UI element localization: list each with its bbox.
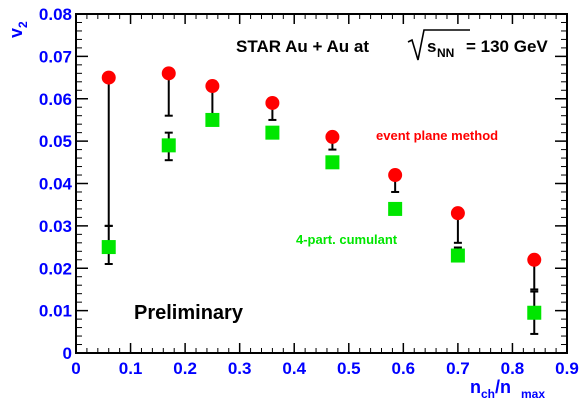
sqrt-symbol <box>407 29 470 61</box>
x-tick-label: 0.4 <box>282 359 306 378</box>
y-tick-label: 0.02 <box>39 259 72 278</box>
y-tick-label: 0.03 <box>39 217 72 236</box>
event-plane-point <box>265 95 280 110</box>
x-tick-label: 0 <box>71 359 80 378</box>
event-plane-point <box>161 66 176 81</box>
annotation-event-plane: event plane method <box>376 128 498 143</box>
event-plane-point <box>101 70 116 85</box>
y-tick-label: 0 <box>63 344 72 363</box>
y-tick-label: 0.07 <box>39 47 72 66</box>
cumulant-point <box>205 112 220 127</box>
y-tick-label: 0.01 <box>39 302 72 321</box>
event-plane-point <box>527 252 542 267</box>
cumulant-point <box>388 201 403 216</box>
y-axis-label-main: v <box>6 28 26 38</box>
x-tick-label: 0.8 <box>501 359 525 378</box>
y-tick-label: 0.05 <box>39 132 72 151</box>
cumulant-point <box>450 248 465 263</box>
x-tick-label: 0.7 <box>446 359 470 378</box>
y-tick-label: 0.06 <box>39 90 72 109</box>
title-prefix: STAR Au + Au at <box>236 37 369 56</box>
annotation-cumulant: 4-part. cumulant <box>296 232 398 247</box>
x-axis-label-n: n <box>470 377 481 397</box>
y-tick-label: 0.04 <box>39 175 73 194</box>
cumulant-point <box>265 125 280 140</box>
event-plane-point <box>450 206 465 221</box>
event-plane-point <box>388 168 403 183</box>
annotation-preliminary: Preliminary <box>134 302 244 324</box>
x-axis-label-sub2: max <box>521 387 545 401</box>
x-tick-label: 0.3 <box>228 359 252 378</box>
x-tick-label: 0.2 <box>173 359 197 378</box>
x-tick-label: 0.1 <box>119 359 143 378</box>
y-tick-label: 0.08 <box>39 5 72 24</box>
cumulant-point <box>527 305 542 320</box>
x-tick-label: 0.6 <box>392 359 416 378</box>
x-axis-label-sub1: ch <box>481 387 495 401</box>
title-root-sub: NN <box>437 46 454 60</box>
x-tick-label: 0.9 <box>555 359 579 378</box>
y-axis-label-sub: 2 <box>16 21 30 28</box>
x-axis-label-slash: /n <box>495 377 511 397</box>
cumulant-point <box>101 240 116 255</box>
event-plane-point <box>325 129 340 144</box>
cumulant-point <box>325 155 340 170</box>
y-axis-label: v 2 <box>6 21 30 38</box>
title-suffix: = 130 GeV <box>466 37 548 56</box>
chart-title: STAR Au + Au at s NN = 130 GeV <box>236 29 548 61</box>
x-tick-label: 0.5 <box>337 359 361 378</box>
title-root: s <box>427 37 436 56</box>
event-plane-point <box>205 79 220 94</box>
cumulant-point <box>161 138 176 153</box>
x-axis-label: n ch /n max <box>470 377 545 401</box>
